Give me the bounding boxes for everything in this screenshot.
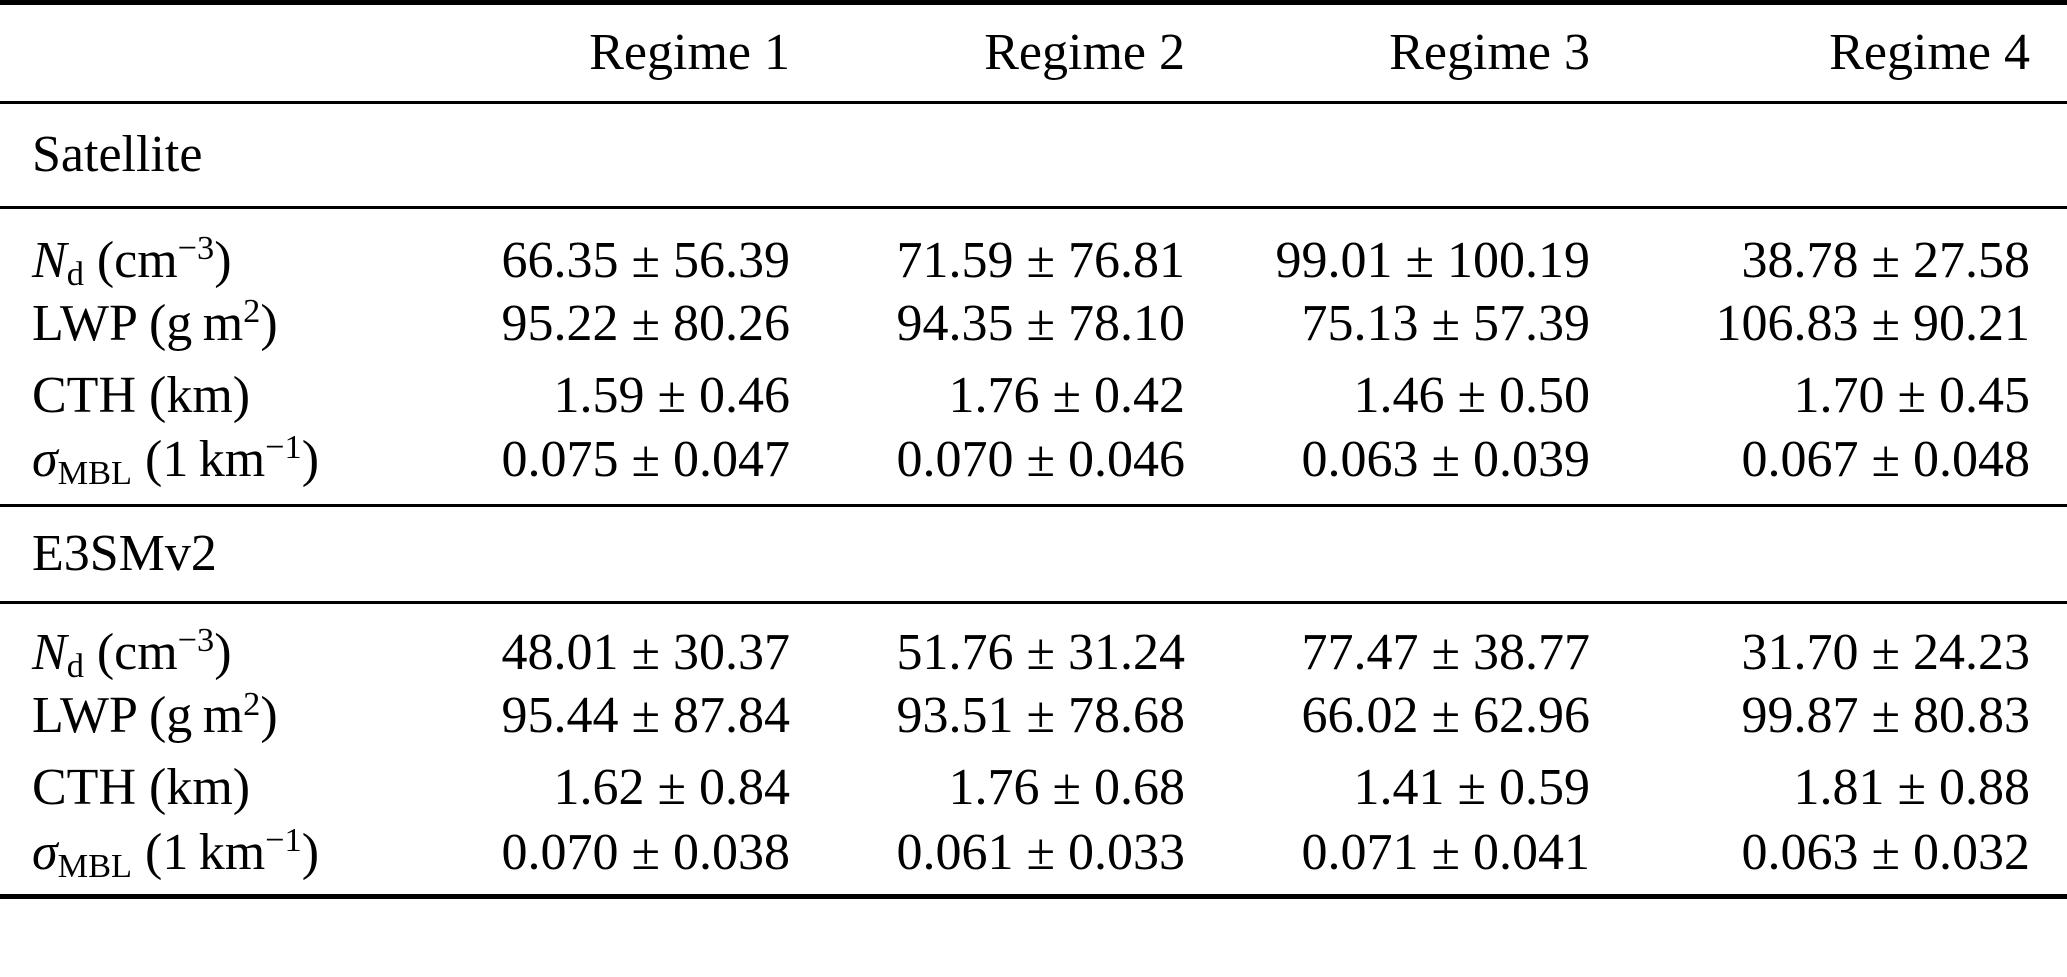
variable-symbol: σ — [32, 823, 58, 881]
value-cell: 71.59 ± 76.81 — [896, 232, 1185, 289]
row-label-nd: Nd (cm−3) — [0, 603, 460, 684]
unit-text: (cm — [83, 232, 178, 289]
value-cell: 51.76 ± 31.24 — [896, 624, 1185, 682]
unit-close: ) — [260, 687, 278, 745]
unit-text: (g m — [135, 687, 244, 745]
unit-exponent: −3 — [177, 229, 215, 268]
unit-text: (km — [136, 759, 233, 817]
value-cell: 93.51 ± 78.68 — [896, 687, 1185, 745]
unit-close: ) — [232, 367, 251, 425]
row-label-nd: Nd (cm−3) — [0, 208, 460, 292]
variable-symbol: CTH — [32, 367, 136, 425]
variable-symbol: LWP — [32, 687, 136, 745]
variable-symbol: CTH — [32, 759, 136, 817]
value-cell: 1.46 ± 0.50 — [1353, 367, 1590, 425]
table-row-satellite-nd: Nd (cm−3) 66.35 ± 56.39 71.59 ± 76.81 99… — [0, 208, 2067, 292]
table-row-e3smv2-lwp: LWP (g m2) 95.44 ± 87.84 93.51 ± 78.68 6… — [0, 681, 2067, 753]
table-row-e3smv2-cth: CTH (km) 1.62 ± 0.84 1.76 ± 0.68 1.41 ± … — [0, 753, 2067, 825]
value-cell: 66.02 ± 62.96 — [1301, 687, 1590, 745]
unit-close: ) — [232, 759, 251, 817]
variable-subscript: d — [66, 647, 84, 686]
unit-text: (1 km — [132, 430, 266, 488]
table-row-e3smv2-sigma-mbl: σMBL (1 km−1) 0.070 ± 0.038 0.061 ± 0.03… — [0, 822, 2067, 897]
value-cell: 95.44 ± 87.84 — [501, 687, 790, 745]
value-cell: 99.87 ± 80.83 — [1741, 687, 2030, 745]
value-cell: 75.13 ± 57.39 — [1301, 295, 1590, 353]
variable-symbol: N — [32, 232, 67, 289]
variable-symbol: N — [32, 624, 67, 682]
row-label-lwp: LWP (g m2) — [0, 289, 460, 361]
regime-statistics-table: Regime 1 Regime 2 Regime 3 Regime 4 Sate… — [0, 0, 2067, 900]
variable-symbol: LWP — [32, 295, 136, 353]
unit-exponent: 2 — [243, 684, 261, 723]
variable-subscript: d — [66, 255, 84, 294]
unit-text: (1 km — [132, 823, 266, 881]
unit-text: (cm — [83, 624, 178, 682]
unit-close: ) — [301, 823, 320, 881]
section-title: Satellite — [32, 125, 203, 183]
variable-subscript: MBL — [57, 846, 133, 885]
variable-symbol: σ — [32, 430, 58, 488]
row-label-lwp: LWP (g m2) — [0, 681, 460, 753]
unit-text: (g m — [135, 295, 244, 353]
row-label-cth: CTH (km) — [0, 361, 460, 433]
value-cell: 48.01 ± 30.37 — [501, 624, 790, 682]
value-cell: 1.76 ± 0.68 — [948, 759, 1185, 817]
column-header-regime-1: Regime 1 — [589, 23, 790, 81]
value-cell: 0.075 ± 0.047 — [501, 430, 790, 488]
unit-close: ) — [301, 430, 320, 488]
unit-close: ) — [214, 624, 232, 682]
value-cell: 66.35 ± 56.39 — [501, 232, 790, 289]
column-header-regime-2: Regime 2 — [984, 23, 1185, 81]
corner-cell — [0, 3, 460, 103]
unit-exponent: −3 — [177, 621, 215, 660]
row-label-sigma-mbl: σMBL (1 km−1) — [0, 822, 460, 897]
value-cell: 1.59 ± 0.46 — [553, 367, 790, 425]
row-label-cth: CTH (km) — [0, 753, 460, 825]
column-header-regime-4: Regime 4 — [1829, 23, 2030, 81]
table-header-row: Regime 1 Regime 2 Regime 3 Regime 4 — [0, 3, 2067, 103]
section-row-e3smv2: E3SMv2 — [0, 505, 2067, 603]
table-row-satellite-cth: CTH (km) 1.59 ± 0.46 1.76 ± 0.42 1.46 ± … — [0, 361, 2067, 433]
value-cell: 77.47 ± 38.77 — [1301, 624, 1590, 682]
table-row-satellite-lwp: LWP (g m2) 95.22 ± 80.26 94.35 ± 78.10 7… — [0, 289, 2067, 361]
value-cell: 99.01 ± 100.19 — [1275, 232, 1590, 289]
value-cell: 1.76 ± 0.42 — [948, 367, 1185, 425]
value-cell: 106.83 ± 90.21 — [1715, 295, 2030, 353]
unit-text: (km — [136, 367, 233, 425]
value-cell: 1.81 ± 0.88 — [1793, 759, 2030, 817]
unit-close: ) — [260, 295, 278, 353]
column-header-regime-3: Regime 3 — [1389, 23, 1590, 81]
value-cell: 31.70 ± 24.23 — [1741, 624, 2030, 682]
unit-close: ) — [214, 232, 232, 289]
value-cell: 94.35 ± 78.10 — [896, 295, 1185, 353]
value-cell: 1.41 ± 0.59 — [1353, 759, 1590, 817]
value-cell: 0.070 ± 0.046 — [896, 430, 1185, 488]
value-cell: 38.78 ± 27.58 — [1741, 232, 2030, 289]
section-title: E3SMv2 — [32, 524, 217, 582]
variable-subscript: MBL — [57, 453, 133, 492]
table-row-satellite-sigma-mbl: σMBL (1 km−1) 0.075 ± 0.047 0.070 ± 0.04… — [0, 429, 2067, 506]
value-cell: 95.22 ± 80.26 — [501, 295, 790, 353]
value-cell: 1.70 ± 0.45 — [1793, 367, 2030, 425]
unit-exponent: −1 — [265, 820, 302, 859]
section-row-satellite: Satellite — [0, 102, 2067, 208]
value-cell: 0.071 ± 0.041 — [1301, 823, 1590, 881]
table-row-e3smv2-nd: Nd (cm−3) 48.01 ± 30.37 51.76 ± 31.24 77… — [0, 603, 2067, 684]
value-cell: 0.067 ± 0.048 — [1741, 430, 2030, 488]
value-cell: 0.063 ± 0.032 — [1741, 823, 2030, 881]
value-cell: 0.061 ± 0.033 — [896, 823, 1185, 881]
row-label-sigma-mbl: σMBL (1 km−1) — [0, 429, 460, 506]
unit-exponent: −1 — [265, 427, 302, 466]
value-cell: 0.063 ± 0.039 — [1301, 430, 1590, 488]
value-cell: 0.070 ± 0.038 — [501, 823, 790, 881]
value-cell: 1.62 ± 0.84 — [553, 759, 790, 817]
unit-exponent: 2 — [243, 292, 261, 331]
